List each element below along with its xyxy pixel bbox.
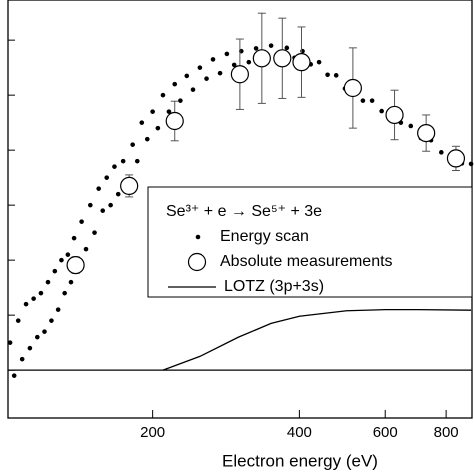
- scan-point: [160, 92, 166, 98]
- measurement-point: [252, 49, 271, 68]
- measurement-point: [292, 53, 311, 72]
- measurement-point: [273, 49, 292, 68]
- scan-point: [79, 219, 84, 224]
- scan-point: [360, 98, 366, 103]
- scan-point: [155, 125, 161, 131]
- scan-point: [284, 45, 290, 51]
- legend-title: Se³⁺ + e → Se⁵⁺ + 3e: [166, 203, 322, 220]
- measurement-point: [66, 256, 85, 275]
- measurement-point: [446, 149, 466, 168]
- scan-point: [144, 136, 150, 142]
- legend-dot: [195, 234, 201, 240]
- scan-point: [408, 123, 414, 129]
- legend-label: LOTZ (3p+3s): [224, 278, 324, 295]
- scan-point: [11, 373, 17, 378]
- scan-point: [92, 230, 97, 235]
- scan-point: [166, 109, 172, 114]
- measurement-point: [120, 176, 139, 195]
- scan-point: [15, 318, 21, 323]
- scan-point: [27, 345, 33, 351]
- legend-label: Energy scan: [220, 228, 309, 245]
- scan-point: [115, 191, 121, 197]
- measurement-point: [385, 105, 404, 125]
- scan-point: [184, 73, 190, 79]
- legend-label: Absolute measurements: [220, 253, 393, 270]
- scan-point: [31, 296, 36, 301]
- x-tick-label: 600: [373, 424, 398, 441]
- scan-point: [62, 290, 67, 296]
- x-tick-label: 200: [140, 424, 165, 441]
- scan-point: [112, 164, 117, 169]
- scan-point: [65, 252, 71, 257]
- scan-point: [42, 329, 47, 334]
- scan-point: [59, 257, 64, 263]
- scan-point: [439, 150, 444, 155]
- scan-point: [197, 65, 203, 70]
- scan-point: [316, 59, 322, 65]
- scan-point: [268, 43, 274, 48]
- scan-point: [49, 318, 54, 323]
- scan-point: [23, 301, 29, 307]
- scan-point: [35, 334, 40, 340]
- scan-point: [68, 279, 74, 285]
- x-axis-label: Electron energy (eV): [222, 451, 378, 470]
- scan-point: [224, 51, 230, 57]
- scan-point: [130, 142, 135, 147]
- scan-point: [379, 108, 384, 114]
- x-tick-label: 400: [287, 424, 312, 441]
- scan-point: [88, 202, 93, 208]
- scan-point: [45, 279, 51, 285]
- scan-point: [104, 175, 110, 180]
- scan-point: [204, 76, 209, 81]
- scan-point: [71, 235, 77, 241]
- measurement-point: [165, 111, 184, 131]
- scan-point: [100, 208, 106, 213]
- scan-point: [19, 356, 25, 362]
- scan-point: [468, 161, 474, 167]
- scan-point: [210, 57, 216, 62]
- scan-point: [325, 72, 330, 78]
- scan-point: [217, 70, 223, 76]
- measurement-point: [417, 124, 436, 143]
- legend-circle: [187, 252, 207, 272]
- lotz-line: [162, 309, 472, 371]
- scan-point: [96, 186, 101, 191]
- scan-point: [52, 268, 58, 274]
- scan-point: [120, 158, 126, 164]
- scan-point: [246, 59, 252, 65]
- scan-point: [172, 81, 178, 87]
- scan-point: [190, 87, 196, 92]
- scan-point: [55, 307, 61, 312]
- scan-point: [333, 73, 339, 78]
- scan-point: [369, 98, 375, 103]
- scan-point: [108, 202, 113, 208]
- scan-point: [38, 290, 44, 296]
- scan-point: [134, 158, 140, 164]
- measurement-point: [230, 65, 249, 84]
- scan-point: [231, 62, 237, 68]
- legend-box: [147, 186, 473, 298]
- scan-point: [178, 98, 183, 103]
- scan-point: [139, 120, 145, 125]
- scan-point: [300, 48, 305, 54]
- measurement-point: [343, 78, 362, 98]
- x-tick-label: 800: [434, 424, 459, 441]
- scan-point: [253, 46, 259, 51]
- scan-point: [7, 340, 13, 345]
- scan-point: [150, 109, 155, 114]
- scan-point: [83, 246, 89, 252]
